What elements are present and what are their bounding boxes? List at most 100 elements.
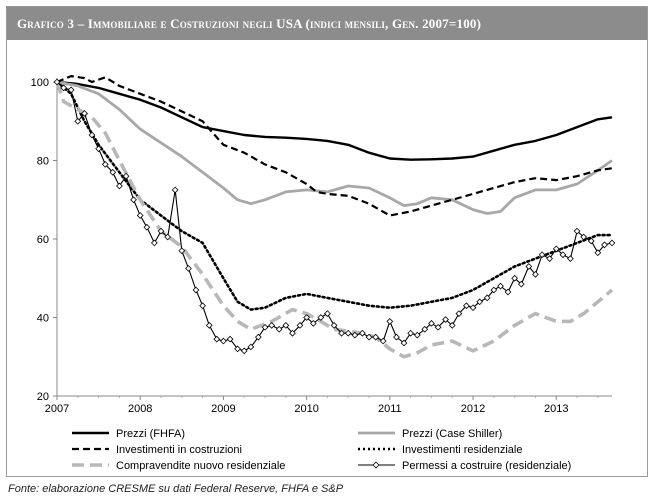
x-tick-label: 2010 (294, 403, 318, 415)
series-point (136, 212, 144, 219)
chart-title: Grafico 3 – Immobiliare e Costruzioni ne… (17, 16, 482, 31)
legend-label: Investimenti residenziale (402, 444, 522, 456)
series-point (53, 78, 61, 86)
x-tick-label: 2007 (45, 403, 69, 415)
series-point (178, 247, 186, 255)
series-point (365, 333, 373, 341)
series-point (282, 321, 290, 329)
series-point (442, 316, 449, 323)
series-point (95, 145, 102, 153)
y-tick-label: 80 (37, 156, 49, 168)
series-point (587, 237, 595, 245)
series-point (573, 227, 581, 235)
series-point (434, 323, 442, 331)
series-point (150, 239, 158, 247)
series-point (67, 86, 75, 94)
series-point (338, 329, 345, 337)
series-point (463, 302, 470, 310)
legend-label: Prezzi (FHFA) (116, 428, 185, 440)
series-point (185, 265, 192, 272)
series-point (407, 329, 415, 337)
series-point (448, 321, 456, 329)
series-point (324, 310, 331, 317)
series-point (164, 233, 172, 241)
legend-label: Investimenti in costruzioni (116, 444, 242, 456)
series-point (567, 255, 574, 262)
series-point (268, 321, 276, 329)
series-point (469, 304, 477, 312)
series-point (234, 345, 241, 353)
series-point (490, 286, 498, 294)
series-point (303, 314, 310, 321)
series-point (220, 337, 227, 345)
series-point (143, 223, 151, 231)
series-point (552, 245, 560, 253)
series-point (344, 329, 352, 337)
series-point (171, 186, 179, 194)
series-point (254, 333, 262, 341)
series-point (608, 239, 616, 247)
series-point (580, 233, 588, 241)
series-point (546, 255, 553, 262)
y-tick-label: 40 (37, 313, 49, 325)
series-point (205, 321, 213, 329)
y-tick-label: 60 (37, 234, 49, 246)
series-point (525, 263, 533, 270)
series-point (88, 131, 96, 139)
series-point (359, 329, 366, 337)
series-point (109, 168, 117, 176)
series-point (309, 320, 317, 327)
series-point (351, 331, 359, 339)
chart-title-bar: Grafico 3 – Immobiliare e Costruzioni ne… (7, 7, 647, 40)
series-point (101, 161, 109, 168)
series-point (199, 302, 206, 310)
series-point (372, 333, 380, 341)
series-point (330, 321, 338, 329)
series-point (116, 182, 123, 190)
series-point (192, 286, 200, 294)
series-line (56, 74, 613, 217)
series-line (55, 81, 614, 359)
series-point (483, 294, 491, 302)
series-point (386, 318, 394, 325)
series-line (55, 80, 614, 311)
series-point (413, 331, 421, 339)
y-tick-label: 100 (31, 77, 49, 89)
series-point (594, 249, 602, 257)
series-point (130, 196, 137, 204)
series-point (81, 110, 88, 117)
series-point (296, 321, 304, 329)
series-line (56, 80, 613, 161)
chart-frame: Grafico 3 – Immobiliare e Costruzioni ne… (6, 6, 648, 477)
series-point (247, 343, 255, 351)
series-point (559, 251, 567, 259)
x-tick-label: 2008 (128, 403, 152, 415)
series-point (240, 347, 248, 355)
series-point (261, 323, 269, 331)
series-point (532, 270, 539, 278)
x-tick-label: 2013 (544, 403, 568, 415)
series-point (275, 325, 283, 333)
series-point (511, 274, 519, 282)
series-point (213, 335, 221, 343)
series-point (226, 335, 234, 343)
series-point (421, 325, 429, 333)
series-point (538, 251, 546, 259)
series-point (74, 117, 82, 125)
legend-marker (372, 461, 380, 469)
series-point (393, 333, 400, 341)
y-tick-label: 20 (37, 391, 49, 403)
series-point (122, 172, 130, 180)
series-point (497, 282, 504, 290)
series-point (455, 310, 463, 317)
series-point (504, 288, 512, 296)
series-point (517, 280, 525, 288)
series-point (400, 339, 408, 347)
series-point (379, 337, 387, 345)
series-point (317, 314, 325, 321)
legend-label: Permessi a costruire (residenziale) (402, 460, 571, 472)
x-tick-label: 2009 (211, 403, 235, 415)
legend-label: Prezzi (Case Shiller) (402, 428, 502, 440)
chart-source: Fonte: elaborazione CRESME su dati Feder… (8, 483, 344, 495)
